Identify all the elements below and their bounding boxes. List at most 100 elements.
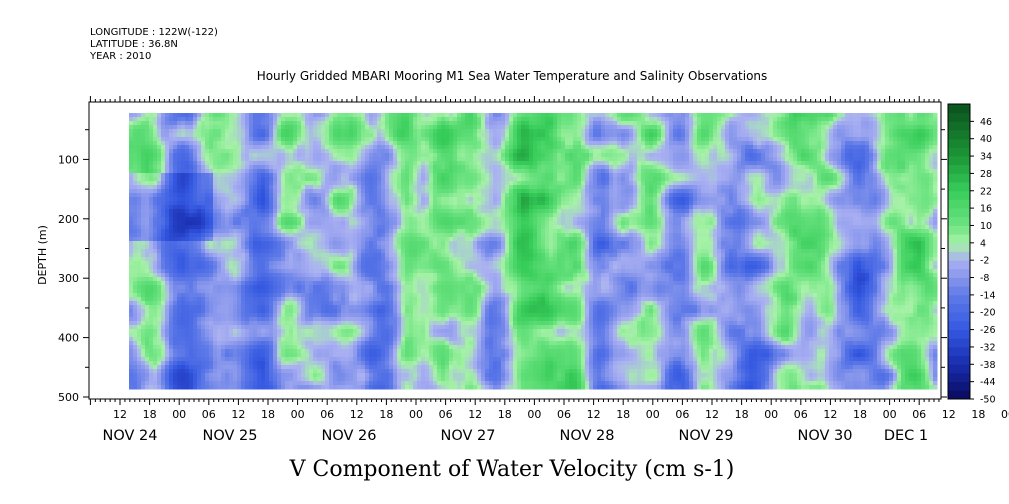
latitude-label: LATITUDE : 36.8N: [90, 39, 178, 50]
colorbar-label: -38: [980, 360, 996, 371]
colorbar-label: 28: [980, 169, 992, 180]
colorbar-label: -44: [980, 377, 996, 388]
x-hour-label: 18: [853, 408, 867, 421]
y-tick-label: 500: [58, 391, 79, 404]
colorbar-label: 4: [980, 238, 986, 249]
y-tick-label: 200: [58, 213, 79, 226]
y-tick-label: 300: [58, 272, 79, 285]
x-hour-label: 00: [883, 408, 897, 421]
colorbar-label: -8: [980, 273, 989, 284]
colorbar-swatch: [948, 390, 970, 400]
x-hour-label: 12: [942, 408, 956, 421]
x-hour-label: 12: [823, 408, 837, 421]
x-hour-label: 06: [320, 408, 334, 421]
colorbar-swatch: [948, 320, 970, 330]
x-hour-label: 00: [527, 408, 541, 421]
x-day-label: NOV 28: [560, 428, 615, 444]
colorbar-swatch: [948, 182, 970, 192]
colorbar-label: 10: [980, 221, 992, 232]
x-hour-label: 06: [557, 408, 571, 421]
colorbar-swatch: [948, 112, 970, 122]
colorbar-label: -26: [980, 325, 996, 336]
colorbar-swatch: [948, 372, 970, 383]
x-hour-label: 12: [468, 408, 482, 421]
colorbar-label: 34: [980, 152, 992, 163]
x-hour-label: 00: [1001, 408, 1009, 421]
colorbar-swatch: [948, 329, 970, 339]
colorbar-swatch: [948, 251, 970, 261]
x-hour-label: 18: [616, 408, 630, 421]
colorbar-label: -50: [980, 395, 996, 406]
colorbar-swatch: [948, 234, 970, 244]
x-hour-label: 18: [971, 408, 985, 421]
x-hour-label: 06: [912, 408, 926, 421]
colorbar-swatch: [948, 208, 970, 218]
x-hour-label: 00: [409, 408, 423, 421]
colorbar-swatch: [948, 268, 970, 278]
longitude-label: LONGITUDE : 122W(-122): [90, 27, 218, 38]
x-day-label: NOV 24: [103, 428, 158, 444]
colorbar-swatch: [948, 130, 970, 140]
y-axis: 100 200 300 400 500: [58, 129, 947, 404]
y-tick-label: 100: [58, 153, 79, 166]
colorbar-swatch: [948, 294, 970, 304]
x-hour-label: 00: [172, 408, 186, 421]
y-tick-label: 400: [58, 332, 79, 345]
x-hour-label: 00: [646, 408, 660, 421]
colorbar-label: -14: [980, 290, 996, 301]
colorbar-label: 16: [980, 204, 992, 215]
colorbar-swatch: [948, 156, 970, 166]
colorbar-swatch: [948, 260, 970, 270]
colorbar-swatch: [948, 104, 970, 114]
colorbar-swatch: [948, 225, 970, 235]
x-hour-label: 06: [794, 408, 808, 421]
x-hour-label: 18: [735, 408, 749, 421]
x-hour-label: 12: [113, 408, 127, 421]
colorbar-swatch: [948, 216, 970, 226]
x-day-label: NOV 27: [441, 428, 496, 444]
chart-title: Hourly Gridded MBARI Mooring M1 Sea Wate…: [257, 69, 768, 83]
colorbar-swatch: [948, 147, 970, 157]
x-hour-label: 12: [350, 408, 364, 421]
colorbar-swatch: [948, 364, 970, 374]
colorbar-swatch: [948, 303, 970, 313]
colorbar-label: 22: [980, 186, 992, 197]
colorbar-swatch: [948, 190, 970, 200]
colorbar: 46 40 34 28 22 16 10 4 -2 -8 -14 -20 -26 -32 -38 -44 -50: [947, 103, 996, 406]
colorbar-swatch: [948, 338, 970, 348]
x-hour-label: 18: [379, 408, 393, 421]
x-day-label: DEC 1: [884, 428, 928, 444]
y-axis-label: DEPTH (m): [36, 225, 49, 285]
x-hour-label: 06: [675, 408, 689, 421]
colorbar-swatch: [948, 121, 970, 131]
x-hour-label: 06: [202, 408, 216, 421]
plot-area: [88, 101, 942, 400]
colorbar-swatch: [948, 242, 970, 252]
x-day-label: NOV 29: [679, 428, 734, 444]
colorbar-swatch: [948, 173, 970, 183]
velocity-field: [129, 113, 938, 390]
x-hour-label: 00: [291, 408, 305, 421]
colorbar-swatch: [948, 312, 970, 322]
colorbar-swatch: [948, 138, 970, 148]
colorbar-label: -20: [980, 308, 996, 319]
x-day-label: NOV 25: [203, 428, 258, 444]
colorbar-swatch: [948, 164, 970, 174]
x-hour-label: 18: [261, 408, 275, 421]
colorbar-swatch: [948, 199, 970, 209]
colorbar-label: -32: [980, 342, 996, 353]
bottom-title: V Component of Water Velocity (cm s-1): [289, 457, 735, 482]
x-hour-label: 12: [231, 408, 245, 421]
colorbar-frame: [947, 103, 971, 400]
x-hour-label: 18: [498, 408, 512, 421]
x-hour-label: 06: [439, 408, 453, 421]
colorbar-swatch: [948, 277, 970, 287]
colorbar-swatch: [948, 381, 970, 391]
colorbar-label: 40: [980, 134, 992, 145]
x-hour-label: 18: [143, 408, 157, 421]
x-day-label: NOV 26: [322, 428, 377, 444]
colorbar-label: -2: [980, 256, 989, 267]
colorbar-label: 46: [980, 117, 992, 128]
x-hour-label: 12: [587, 408, 601, 421]
